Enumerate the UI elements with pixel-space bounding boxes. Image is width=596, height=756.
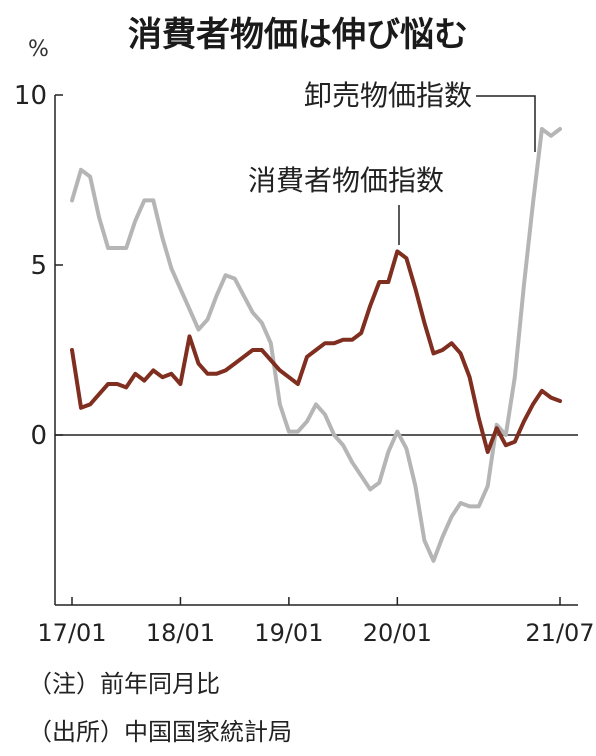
note-label: （注）前年同月比 bbox=[28, 670, 220, 698]
y-tick-label: 10 bbox=[14, 81, 47, 111]
y-tick-label: 0 bbox=[30, 421, 47, 451]
axes: 0 5 10 17/01 18/01 19/01 20/01 21/07 bbox=[14, 81, 595, 647]
y-unit-label: % bbox=[28, 37, 49, 62]
series-line-ppi bbox=[70, 127, 562, 563]
series-line-cpi bbox=[70, 249, 562, 454]
leader-line-ppi bbox=[476, 95, 536, 152]
x-tick-label: 17/01 bbox=[37, 619, 106, 647]
series-lines bbox=[70, 127, 562, 563]
x-tick-label: 18/01 bbox=[146, 619, 215, 647]
x-tick-label: 19/01 bbox=[254, 619, 323, 647]
source-label: （出所）中国国家統計局 bbox=[28, 718, 292, 746]
series-label-ppi: 卸売物価指数 bbox=[304, 79, 472, 112]
chart-title: 消費者物価は伸び悩む bbox=[128, 15, 468, 55]
series-label-cpi: 消費者物価指数 bbox=[248, 164, 444, 197]
x-tick-label: 20/01 bbox=[363, 619, 432, 647]
x-tick-label: 21/07 bbox=[525, 619, 594, 647]
series-labels: 消費者物価指数 卸売物価指数 bbox=[248, 79, 536, 245]
y-tick-label: 5 bbox=[30, 251, 47, 281]
